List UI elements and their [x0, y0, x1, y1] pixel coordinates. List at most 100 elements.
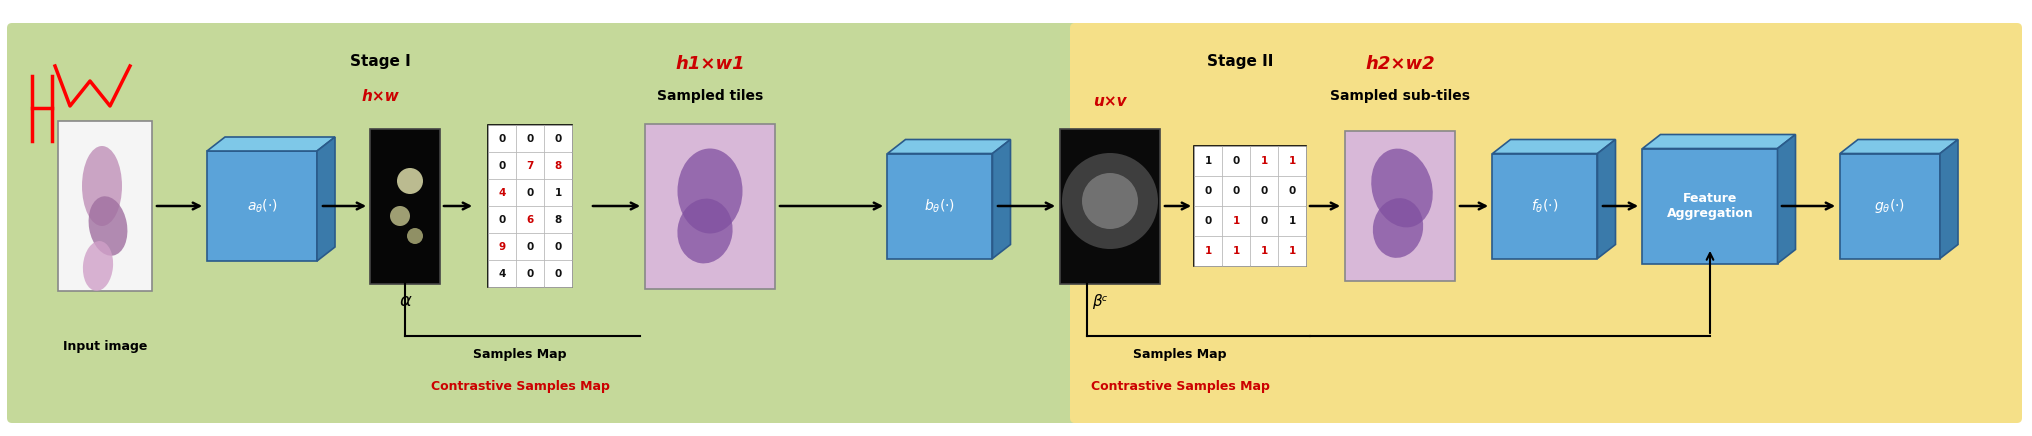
Text: 0: 0 — [555, 133, 561, 143]
Text: Input image: Input image — [63, 340, 146, 352]
FancyBboxPatch shape — [1250, 236, 1278, 266]
Text: 1: 1 — [555, 187, 561, 198]
FancyBboxPatch shape — [1278, 206, 1307, 236]
Text: 0: 0 — [1288, 186, 1296, 196]
Text: 8: 8 — [555, 215, 561, 225]
Text: h2×w2: h2×w2 — [1366, 55, 1435, 73]
Text: $a_{\theta}(\cdot)$: $a_{\theta}(\cdot)$ — [246, 198, 278, 215]
Ellipse shape — [1374, 198, 1422, 258]
Text: 0: 0 — [526, 269, 534, 279]
Text: 0: 0 — [498, 215, 506, 225]
Circle shape — [390, 206, 410, 226]
Text: 1: 1 — [1288, 216, 1296, 226]
FancyBboxPatch shape — [516, 125, 545, 152]
Text: 0: 0 — [1231, 186, 1240, 196]
FancyBboxPatch shape — [516, 152, 545, 179]
FancyBboxPatch shape — [1195, 146, 1307, 266]
FancyBboxPatch shape — [1278, 146, 1307, 176]
FancyBboxPatch shape — [1841, 153, 1941, 259]
Text: Sampled tiles: Sampled tiles — [656, 89, 764, 103]
Circle shape — [1063, 153, 1158, 249]
FancyBboxPatch shape — [488, 206, 516, 233]
Text: 1: 1 — [1205, 246, 1211, 256]
Text: 0: 0 — [526, 242, 534, 252]
FancyBboxPatch shape — [1071, 23, 2022, 423]
Text: 4: 4 — [498, 269, 506, 279]
FancyBboxPatch shape — [488, 152, 516, 179]
Polygon shape — [317, 137, 335, 261]
FancyBboxPatch shape — [488, 125, 571, 287]
Text: Samples Map: Samples Map — [1134, 347, 1227, 361]
Circle shape — [1081, 173, 1138, 229]
Text: 4: 4 — [498, 187, 506, 198]
Polygon shape — [1778, 134, 1796, 263]
FancyBboxPatch shape — [888, 153, 992, 259]
Text: Stage II: Stage II — [1207, 54, 1274, 68]
Polygon shape — [992, 140, 1010, 259]
FancyBboxPatch shape — [1250, 206, 1278, 236]
Polygon shape — [207, 137, 335, 151]
Text: 0: 0 — [1205, 216, 1211, 226]
Polygon shape — [1491, 140, 1615, 153]
FancyBboxPatch shape — [1278, 176, 1307, 206]
Text: 0: 0 — [555, 269, 561, 279]
Text: α: α — [398, 292, 410, 310]
Ellipse shape — [83, 241, 114, 291]
Text: 0: 0 — [526, 133, 534, 143]
FancyBboxPatch shape — [545, 260, 571, 287]
Text: 0: 0 — [1231, 156, 1240, 166]
Text: 0: 0 — [1260, 216, 1268, 226]
Text: Contrastive Samples Map: Contrastive Samples Map — [431, 379, 610, 392]
FancyBboxPatch shape — [1195, 206, 1221, 236]
Text: 0: 0 — [1205, 186, 1211, 196]
FancyBboxPatch shape — [1250, 146, 1278, 176]
Ellipse shape — [89, 196, 128, 256]
FancyBboxPatch shape — [6, 23, 1077, 423]
FancyBboxPatch shape — [207, 151, 317, 261]
Circle shape — [396, 168, 423, 194]
FancyBboxPatch shape — [488, 179, 516, 206]
Text: 1: 1 — [1231, 246, 1240, 256]
FancyBboxPatch shape — [516, 260, 545, 287]
FancyBboxPatch shape — [1061, 129, 1160, 283]
Polygon shape — [1841, 140, 1959, 153]
Polygon shape — [888, 140, 1010, 153]
FancyBboxPatch shape — [1491, 153, 1597, 259]
FancyBboxPatch shape — [488, 125, 516, 152]
FancyBboxPatch shape — [516, 179, 545, 206]
FancyBboxPatch shape — [1345, 131, 1455, 281]
Text: Stage I: Stage I — [350, 54, 410, 68]
Text: h×w: h×w — [362, 89, 398, 103]
Text: 1: 1 — [1231, 216, 1240, 226]
Text: Contrastive Samples Map: Contrastive Samples Map — [1091, 379, 1270, 392]
FancyBboxPatch shape — [488, 233, 516, 260]
Ellipse shape — [677, 198, 734, 263]
Text: 1: 1 — [1288, 156, 1296, 166]
Text: u×v: u×v — [1093, 93, 1128, 109]
Text: Samples Map: Samples Map — [473, 347, 567, 361]
FancyBboxPatch shape — [1250, 176, 1278, 206]
Polygon shape — [1597, 140, 1615, 259]
Text: 1: 1 — [1260, 156, 1268, 166]
FancyBboxPatch shape — [1195, 176, 1221, 206]
FancyBboxPatch shape — [488, 260, 516, 287]
FancyBboxPatch shape — [1642, 149, 1778, 263]
FancyBboxPatch shape — [1221, 146, 1250, 176]
Polygon shape — [1941, 140, 1959, 259]
FancyBboxPatch shape — [644, 123, 774, 289]
FancyBboxPatch shape — [57, 121, 152, 291]
Ellipse shape — [677, 149, 742, 234]
Ellipse shape — [1372, 149, 1433, 228]
FancyBboxPatch shape — [545, 206, 571, 233]
FancyBboxPatch shape — [1221, 176, 1250, 206]
Text: 1: 1 — [1205, 156, 1211, 166]
Text: Feature
Aggregation: Feature Aggregation — [1666, 192, 1754, 220]
Text: $g_{\theta}(\cdot)$: $g_{\theta}(\cdot)$ — [1874, 197, 1906, 215]
Text: 0: 0 — [1260, 186, 1268, 196]
FancyBboxPatch shape — [1278, 236, 1307, 266]
FancyBboxPatch shape — [1221, 236, 1250, 266]
FancyBboxPatch shape — [370, 129, 441, 283]
FancyBboxPatch shape — [1195, 146, 1221, 176]
Text: h1×w1: h1×w1 — [675, 55, 746, 73]
Text: 1: 1 — [1260, 246, 1268, 256]
